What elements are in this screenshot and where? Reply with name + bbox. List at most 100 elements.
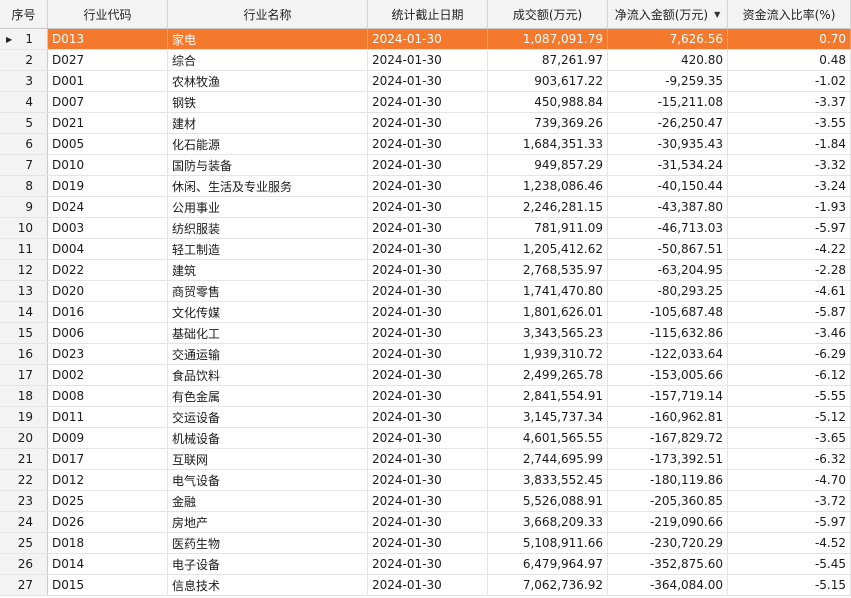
- industry-code-cell[interactable]: D025: [48, 491, 168, 511]
- date-cell[interactable]: 2024-01-30: [368, 197, 488, 217]
- index-cell[interactable]: 10: [0, 218, 48, 238]
- industry-name-cell[interactable]: 文化传媒: [168, 302, 368, 322]
- index-cell[interactable]: 24: [0, 512, 48, 532]
- net-inflow-cell[interactable]: -43,387.80: [608, 197, 728, 217]
- date-cell[interactable]: 2024-01-30: [368, 533, 488, 553]
- net-inflow-cell[interactable]: -40,150.44: [608, 176, 728, 196]
- turnover-cell[interactable]: 4,601,565.55: [488, 428, 608, 448]
- net-inflow-cell[interactable]: -9,259.35: [608, 71, 728, 91]
- table-row[interactable]: 9 D024 公用事业 2024-01-30 2,246,281.15 -43,387.8…: [0, 197, 851, 218]
- date-cell[interactable]: 2024-01-30: [368, 71, 488, 91]
- date-cell[interactable]: 2024-01-30: [368, 575, 488, 595]
- turnover-cell[interactable]: 2,246,281.15: [488, 197, 608, 217]
- net-inflow-cell[interactable]: -50,867.51: [608, 239, 728, 259]
- industry-name-cell[interactable]: 电气设备: [168, 470, 368, 490]
- inflow-ratio-cell[interactable]: -4.61: [728, 281, 851, 301]
- industry-code-cell[interactable]: D013: [48, 29, 168, 49]
- table-row[interactable]: 21 D017 互联网 2024-01-30 2,744,695.99 -173,392.…: [0, 449, 851, 470]
- industry-name-cell[interactable]: 农林牧渔: [168, 71, 368, 91]
- industry-name-cell[interactable]: 休闲、生活及专业服务: [168, 176, 368, 196]
- inflow-ratio-cell[interactable]: -3.46: [728, 323, 851, 343]
- net-inflow-cell[interactable]: -115,632.86: [608, 323, 728, 343]
- table-row[interactable]: 22 D012 电气设备 2024-01-30 3,833,552.45 -180,119…: [0, 470, 851, 491]
- index-cell[interactable]: 19: [0, 407, 48, 427]
- industry-name-cell[interactable]: 钢铁: [168, 92, 368, 112]
- date-cell[interactable]: 2024-01-30: [368, 218, 488, 238]
- industry-name-cell[interactable]: 家电: [168, 29, 368, 49]
- table-row[interactable]: 2 D027 综合 2024-01-30 87,261.97 420.80 0.48: [0, 50, 851, 71]
- industry-name-cell[interactable]: 电子设备: [168, 554, 368, 574]
- table-row[interactable]: 10 D003 纺织服装 2024-01-30 781,911.09 -46,713.03…: [0, 218, 851, 239]
- turnover-cell[interactable]: 1,741,470.80: [488, 281, 608, 301]
- index-cell[interactable]: 14: [0, 302, 48, 322]
- industry-name-cell[interactable]: 互联网: [168, 449, 368, 469]
- table-row[interactable]: 6 D005 化石能源 2024-01-30 1,684,351.33 -30,935.4…: [0, 134, 851, 155]
- industry-name-cell[interactable]: 交运设备: [168, 407, 368, 427]
- inflow-ratio-cell[interactable]: -1.93: [728, 197, 851, 217]
- industry-code-cell[interactable]: D022: [48, 260, 168, 280]
- industry-name-cell[interactable]: 房地产: [168, 512, 368, 532]
- table-row[interactable]: 25 D018 医药生物 2024-01-30 5,108,911.66 -230,720…: [0, 533, 851, 554]
- index-cell[interactable]: 7: [0, 155, 48, 175]
- date-cell[interactable]: 2024-01-30: [368, 491, 488, 511]
- column-header-date[interactable]: 统计截止日期: [368, 0, 488, 28]
- net-inflow-cell[interactable]: -160,962.81: [608, 407, 728, 427]
- date-cell[interactable]: 2024-01-30: [368, 323, 488, 343]
- industry-name-cell[interactable]: 金融: [168, 491, 368, 511]
- industry-code-cell[interactable]: D010: [48, 155, 168, 175]
- inflow-ratio-cell[interactable]: -5.97: [728, 218, 851, 238]
- index-cell[interactable]: 5: [0, 113, 48, 133]
- inflow-ratio-cell[interactable]: -5.45: [728, 554, 851, 574]
- inflow-ratio-cell[interactable]: -4.70: [728, 470, 851, 490]
- index-cell[interactable]: 11: [0, 239, 48, 259]
- date-cell[interactable]: 2024-01-30: [368, 155, 488, 175]
- turnover-cell[interactable]: 1,939,310.72: [488, 344, 608, 364]
- inflow-ratio-cell[interactable]: -5.12: [728, 407, 851, 427]
- industry-name-cell[interactable]: 轻工制造: [168, 239, 368, 259]
- inflow-ratio-cell[interactable]: -5.15: [728, 575, 851, 595]
- industry-code-cell[interactable]: D016: [48, 302, 168, 322]
- inflow-ratio-cell[interactable]: -1.02: [728, 71, 851, 91]
- turnover-cell[interactable]: 3,833,552.45: [488, 470, 608, 490]
- date-cell[interactable]: 2024-01-30: [368, 386, 488, 406]
- inflow-ratio-cell[interactable]: -3.72: [728, 491, 851, 511]
- turnover-cell[interactable]: 1,087,091.79: [488, 29, 608, 49]
- net-inflow-cell[interactable]: -122,033.64: [608, 344, 728, 364]
- table-row[interactable]: ▶ 1 D013 家电 2024-01-30 1,087,091.79 7,626.56 0.…: [0, 29, 851, 50]
- industry-code-cell[interactable]: D014: [48, 554, 168, 574]
- index-cell[interactable]: ▶ 1: [0, 29, 48, 49]
- industry-code-cell[interactable]: D006: [48, 323, 168, 343]
- industry-code-cell[interactable]: D003: [48, 218, 168, 238]
- industry-code-cell[interactable]: D004: [48, 239, 168, 259]
- index-cell[interactable]: 13: [0, 281, 48, 301]
- table-row[interactable]: 24 D026 房地产 2024-01-30 3,668,209.33 -219,090.…: [0, 512, 851, 533]
- date-cell[interactable]: 2024-01-30: [368, 512, 488, 532]
- inflow-ratio-cell[interactable]: -3.37: [728, 92, 851, 112]
- sort-descending-icon[interactable]: ▼: [714, 9, 721, 19]
- net-inflow-cell[interactable]: -80,293.25: [608, 281, 728, 301]
- industry-name-cell[interactable]: 信息技术: [168, 575, 368, 595]
- industry-name-cell[interactable]: 建筑: [168, 260, 368, 280]
- turnover-cell[interactable]: 87,261.97: [488, 50, 608, 70]
- net-inflow-cell[interactable]: -352,875.60: [608, 554, 728, 574]
- industry-name-cell[interactable]: 交通运输: [168, 344, 368, 364]
- date-cell[interactable]: 2024-01-30: [368, 365, 488, 385]
- industry-name-cell[interactable]: 商贸零售: [168, 281, 368, 301]
- turnover-cell[interactable]: 450,988.84: [488, 92, 608, 112]
- industry-name-cell[interactable]: 公用事业: [168, 197, 368, 217]
- column-header-industry-name[interactable]: 行业名称: [168, 0, 368, 28]
- inflow-ratio-cell[interactable]: -5.97: [728, 512, 851, 532]
- industry-name-cell[interactable]: 纺织服装: [168, 218, 368, 238]
- industry-code-cell[interactable]: D024: [48, 197, 168, 217]
- net-inflow-cell[interactable]: -105,687.48: [608, 302, 728, 322]
- column-header-industry-code[interactable]: 行业代码: [48, 0, 168, 28]
- industry-name-cell[interactable]: 国防与装备: [168, 155, 368, 175]
- table-row[interactable]: 19 D011 交运设备 2024-01-30 3,145,737.34 -160,962…: [0, 407, 851, 428]
- index-cell[interactable]: 15: [0, 323, 48, 343]
- table-row[interactable]: 27 D015 信息技术 2024-01-30 7,062,736.92 -364,084…: [0, 575, 851, 596]
- date-cell[interactable]: 2024-01-30: [368, 29, 488, 49]
- table-row[interactable]: 20 D009 机械设备 2024-01-30 4,601,565.55 -167,829…: [0, 428, 851, 449]
- index-cell[interactable]: 18: [0, 386, 48, 406]
- net-inflow-cell[interactable]: 7,626.56: [608, 29, 728, 49]
- turnover-cell[interactable]: 781,911.09: [488, 218, 608, 238]
